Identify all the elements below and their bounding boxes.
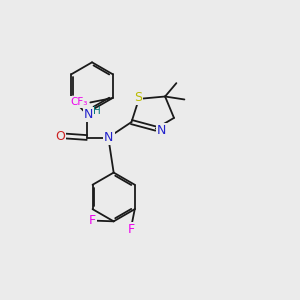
Text: N: N (157, 124, 166, 136)
Text: N: N (84, 108, 93, 122)
Text: F: F (128, 224, 135, 236)
Text: F: F (88, 214, 95, 227)
Text: H: H (93, 106, 101, 116)
Text: S: S (134, 91, 142, 104)
Text: O: O (55, 130, 65, 142)
Text: N: N (104, 131, 114, 144)
Text: CF₃: CF₃ (70, 97, 88, 107)
